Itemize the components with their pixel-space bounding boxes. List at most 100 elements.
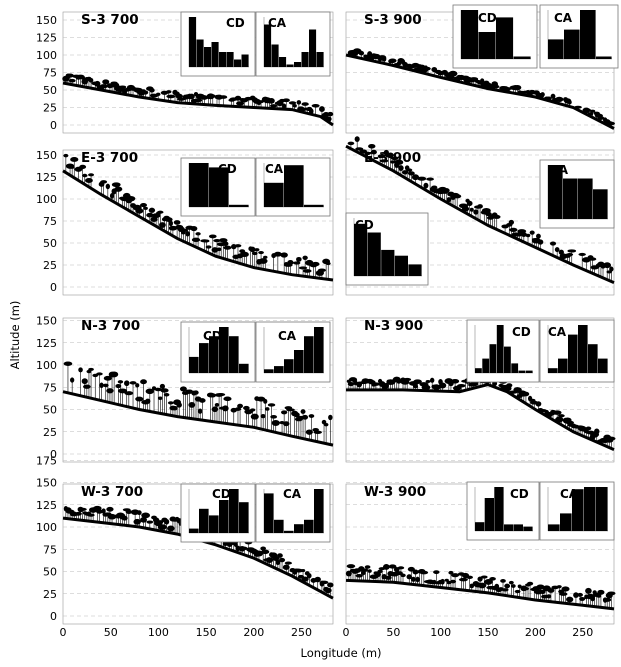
histogram-bar xyxy=(264,493,274,533)
histogram-bar xyxy=(548,165,563,219)
canopy-points xyxy=(62,73,334,124)
histogram-bar xyxy=(219,500,229,533)
histogram-bar xyxy=(271,44,279,67)
histogram-bar xyxy=(504,346,511,373)
histogram-bar xyxy=(568,334,578,373)
histogram-bar xyxy=(189,528,199,533)
histogram-ca: CA xyxy=(255,157,331,217)
panel-e-3-700: 0 25 50 75 100 125 150 E-3 700 CD CA xyxy=(36,149,334,296)
histogram-bar xyxy=(284,165,304,207)
y-tick-label: 50 xyxy=(43,237,57,250)
y-tick-label: 25 xyxy=(43,102,57,115)
histogram-bar xyxy=(294,524,304,533)
histogram-label: CA xyxy=(268,16,287,30)
panel-n-3-900: N-3 900 CD CA xyxy=(345,317,616,463)
panel-label: S-3 700 xyxy=(81,12,139,28)
histogram-label: CA xyxy=(548,325,567,339)
y-tick-label: 125 xyxy=(36,171,57,184)
y-tick-label: 50 xyxy=(43,84,57,97)
y-tick-label: 150 xyxy=(36,149,57,162)
histogram-bar xyxy=(381,249,395,276)
histogram-bar xyxy=(580,10,596,59)
y-tick-label: 50 xyxy=(43,404,57,417)
histogram-bar xyxy=(211,42,219,67)
x-tick-label: 50 xyxy=(104,626,118,639)
x-tick-label: 200 xyxy=(243,626,264,639)
histogram-bar xyxy=(304,519,314,533)
histogram-bar xyxy=(511,363,519,373)
histogram-bar xyxy=(274,519,284,533)
panel-w-3-700: 0 25 50 75 100 125 150 175 0 50 100 150 200 250 W-3 70… xyxy=(36,454,334,639)
histogram-bar xyxy=(475,522,485,531)
histogram-bar xyxy=(588,344,598,373)
histogram-bar xyxy=(548,368,558,373)
histogram-ca: CA xyxy=(539,159,615,229)
histogram-label: CA xyxy=(265,162,284,176)
y-tick-label: 75 xyxy=(43,381,57,394)
histogram-bar xyxy=(189,356,199,373)
histogram-bar xyxy=(484,498,494,531)
y-tick-label: 75 xyxy=(43,543,57,556)
histogram-bar xyxy=(189,17,197,67)
histogram-bar xyxy=(564,29,580,59)
histogram-ca: CA xyxy=(539,481,615,541)
panel-s-3-700: 0 25 50 75 100 125 150 S-3 700 CD CA xyxy=(36,11,334,134)
histogram-label: CD xyxy=(355,218,374,232)
histogram-label: CA xyxy=(283,487,302,501)
y-tick-label: 125 xyxy=(36,32,57,45)
histogram-bar xyxy=(209,167,229,207)
histogram-bar xyxy=(199,508,209,533)
y-tick-label: 100 xyxy=(36,193,57,206)
y-tick-label: 50 xyxy=(43,566,57,579)
histogram-bar xyxy=(504,524,514,531)
histogram-bar xyxy=(408,264,422,276)
histogram-label: CA xyxy=(278,329,297,343)
histogram-bar xyxy=(294,62,302,67)
panel-label: W-3 900 xyxy=(364,484,426,500)
histogram-ca: CA xyxy=(255,321,331,383)
histogram-bar xyxy=(209,515,219,533)
histogram-bar xyxy=(316,52,324,67)
histogram-bar xyxy=(219,327,229,373)
histogram-label: CD xyxy=(203,329,222,343)
panel-e-3-900: E-3 900 CA CD xyxy=(345,136,615,296)
histogram-bar xyxy=(523,526,533,531)
canopy-points xyxy=(347,48,615,128)
canopy-points xyxy=(345,564,616,609)
histogram-bar xyxy=(274,366,284,373)
histogram-cd: CD xyxy=(180,11,256,77)
histogram-bar xyxy=(234,59,242,67)
histogram-label: CD xyxy=(478,11,497,25)
histogram-ca: CA xyxy=(255,11,331,77)
histogram-bar xyxy=(489,344,497,373)
histogram-bar xyxy=(209,336,219,373)
histogram-bar xyxy=(584,487,596,531)
y-tick-label: 125 xyxy=(36,499,57,512)
histogram-bar xyxy=(518,370,526,373)
panel-frame xyxy=(62,317,334,463)
histogram-cd: CD xyxy=(466,481,540,541)
y-tick-label: 100 xyxy=(36,521,57,534)
x-tick-label: 150 xyxy=(196,626,217,639)
panels-group: 0 25 50 75 100 125 150 S-3 700 CD CA S-3 900 CD CA 0 2… xyxy=(36,4,619,639)
y-tick-label: 150 xyxy=(36,14,57,27)
y-tick-label: 175 xyxy=(36,454,57,467)
histogram-bar xyxy=(229,489,239,533)
histogram-bar xyxy=(367,232,381,276)
histogram-bar xyxy=(239,363,249,373)
y-tick-label: 75 xyxy=(43,67,57,80)
histogram-bar xyxy=(578,178,593,219)
y-tick-label: 0 xyxy=(50,610,57,623)
histogram-label: CD xyxy=(510,487,529,501)
histogram-bar xyxy=(475,368,482,373)
histogram-bar xyxy=(286,64,294,67)
histogram-label: CD xyxy=(226,16,245,30)
histogram-bar xyxy=(596,487,608,531)
histogram-label: CD xyxy=(218,162,237,176)
histogram-cd: CD xyxy=(466,319,540,383)
histogram-bar xyxy=(314,327,324,373)
histogram-bar xyxy=(598,358,608,373)
panel-n-3-700: 0 25 50 75 100 125 150 N-3 700 CD CA xyxy=(36,315,334,463)
panel-s-3-900: S-3 900 CD CA xyxy=(345,4,619,134)
